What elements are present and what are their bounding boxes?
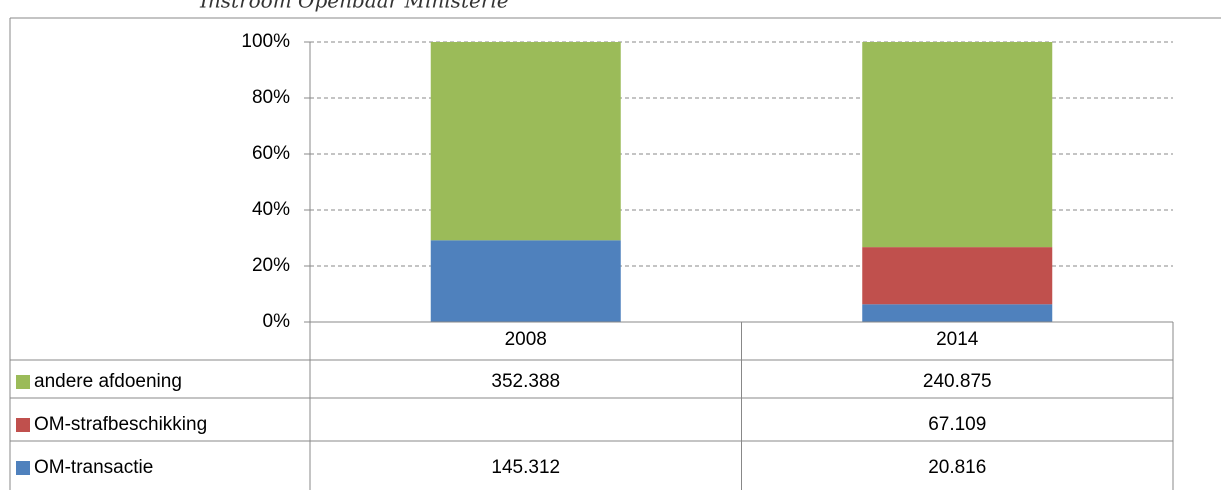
y-tick-label: 20% — [252, 255, 290, 276]
x-tick-label: 2008 — [505, 329, 547, 350]
y-tick-label: 100% — [241, 31, 290, 52]
x-tick-label: 2014 — [936, 329, 979, 350]
chart-title: Instroom Openbaar Ministerie — [199, 0, 509, 13]
table-value: 352.388 — [491, 371, 560, 392]
legend-swatch — [16, 375, 30, 389]
y-tick-label: 40% — [252, 199, 290, 220]
bar-segment — [430, 240, 621, 322]
y-tick-label: 60% — [252, 143, 290, 164]
bar-segment — [862, 304, 1053, 322]
table-value: 145.312 — [491, 457, 560, 478]
legend-label: andere afdoening — [34, 371, 182, 392]
bar-segment — [862, 247, 1053, 305]
legend-swatch — [16, 461, 30, 475]
table-value: 20.816 — [928, 457, 986, 478]
legend-swatch — [16, 418, 30, 432]
y-tick-label: 0% — [263, 311, 291, 332]
table-value: 67.109 — [928, 414, 986, 435]
legend-label: OM-strafbeschikking — [34, 414, 207, 435]
table-value: 240.875 — [923, 371, 992, 392]
bar-segment — [862, 42, 1053, 248]
y-tick-label: 80% — [252, 87, 290, 108]
bar-segment — [430, 42, 621, 241]
legend-label: OM-transactie — [34, 457, 153, 478]
